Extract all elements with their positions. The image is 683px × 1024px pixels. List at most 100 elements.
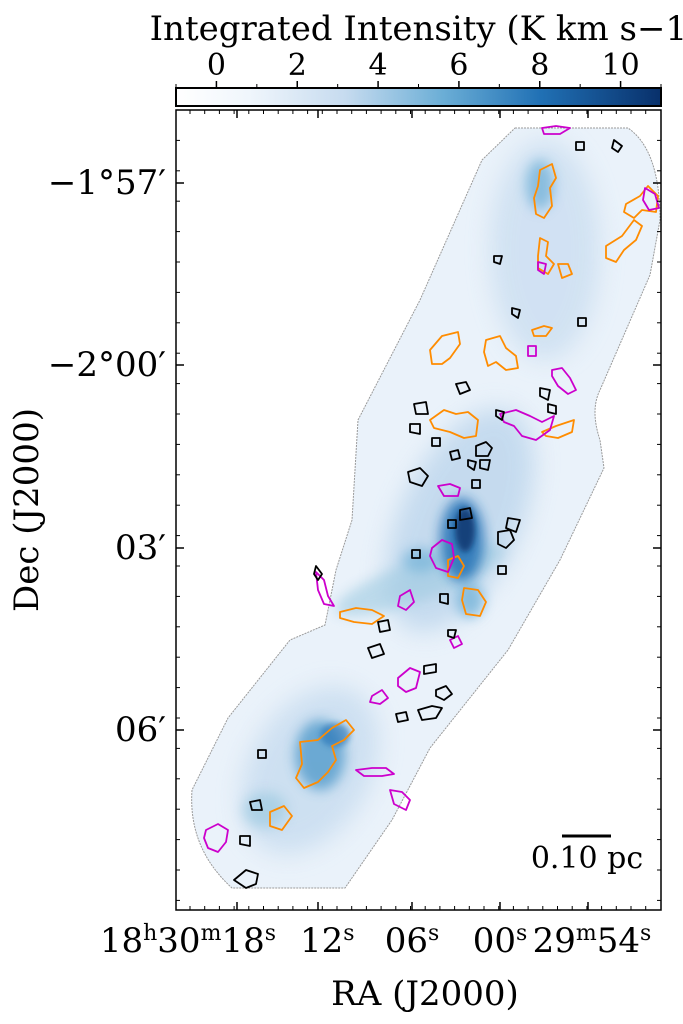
- contour: [495, 409, 505, 421]
- emission-clump-5: [402, 548, 438, 572]
- x-tick-label: 29m54s: [533, 921, 652, 961]
- contour: [557, 263, 573, 279]
- contour: [642, 187, 660, 211]
- contour: [527, 345, 537, 357]
- contour: [511, 307, 521, 319]
- contour: [459, 507, 473, 521]
- x-tick-label: 06s: [385, 921, 440, 961]
- y-tick-label: 06′: [115, 710, 166, 750]
- contour: [461, 587, 487, 617]
- colorbar-label: Integrated Intensity (K km s−1): [150, 9, 683, 49]
- contour: [475, 441, 493, 457]
- emission-clump-4: [456, 582, 484, 618]
- contour: [531, 325, 553, 337]
- contour: [455, 381, 471, 395]
- contour: [397, 667, 421, 693]
- contour: [493, 255, 503, 265]
- contour: [539, 387, 551, 401]
- contour: [537, 261, 547, 275]
- contour: [423, 663, 437, 675]
- contour: [479, 459, 491, 471]
- contours-orange: [269, 163, 659, 831]
- contour: [577, 317, 587, 327]
- contour: [417, 705, 443, 721]
- contour: [413, 401, 429, 415]
- contour: [257, 749, 267, 759]
- contour: [449, 635, 463, 649]
- contour: [541, 419, 575, 439]
- contour: [203, 823, 229, 853]
- plot-area: 0.10 pc: [175, 109, 662, 911]
- x-tick-label: 18h30m18s: [100, 921, 276, 961]
- colorbar-tick-label: 4: [369, 48, 388, 83]
- emission-clump-6: [243, 792, 287, 828]
- contour: [471, 479, 481, 489]
- contour: [449, 449, 461, 461]
- x-axis-label: RA (J2000): [331, 974, 519, 1014]
- contour: [431, 437, 441, 447]
- y-tick-label: −2°00′: [48, 345, 166, 385]
- contour: [551, 367, 577, 395]
- colorbar-tick-label: 6: [449, 48, 468, 83]
- contour: [505, 517, 521, 533]
- contour: [537, 237, 555, 275]
- scalebar-label: 0.10 pc: [531, 841, 643, 876]
- colorbar-tick-label: 8: [530, 48, 549, 83]
- contour: [269, 805, 293, 831]
- y-tick-labels: −1°57′ −2°00′ 03′ 06′: [48, 163, 166, 750]
- emission-clump-1: [526, 160, 554, 210]
- contour: [397, 589, 415, 611]
- axis-ticks: [176, 109, 661, 910]
- contour: [623, 185, 659, 219]
- contour: [605, 219, 643, 263]
- contour: [439, 593, 449, 605]
- contour: [435, 685, 453, 701]
- contour: [233, 869, 259, 889]
- contour: [407, 467, 429, 487]
- contour: [295, 719, 355, 789]
- contour: [429, 409, 479, 439]
- contour: [575, 141, 585, 151]
- contour: [369, 689, 389, 705]
- contour: [499, 409, 555, 441]
- contour: [483, 335, 519, 371]
- y-tick-label: 03′: [115, 528, 166, 568]
- emission-ridge-north: [490, 140, 600, 360]
- contour: [249, 799, 263, 811]
- contour: [447, 629, 457, 639]
- contour: [547, 403, 557, 415]
- contour: [467, 459, 477, 471]
- contour: [313, 565, 323, 581]
- intensity-map: [191, 127, 661, 889]
- contour: [533, 163, 557, 219]
- colorbar-tick-label: 0: [207, 48, 226, 83]
- x-tick-label: 00s: [473, 921, 528, 961]
- x-tick-labels: 18h30m18s 12s 06s 00s 29m54s: [100, 921, 651, 961]
- contour: [377, 619, 391, 633]
- contour: [239, 835, 251, 847]
- colorbar-gradient: [175, 87, 662, 107]
- contours-magenta: [203, 125, 660, 853]
- colorbar-ticks: 0 2 4 6 8 10: [175, 48, 662, 88]
- contour: [447, 519, 457, 529]
- emission-structure: [241, 140, 600, 854]
- y-tick-label: −1°57′: [48, 163, 166, 203]
- contour: [497, 529, 515, 549]
- contour: [395, 711, 409, 723]
- y-axis-label: Dec (J2000): [7, 408, 47, 612]
- contour: [497, 565, 507, 575]
- contour: [315, 571, 335, 607]
- x-tick-label: 12s: [300, 921, 355, 961]
- contours-black: [233, 139, 623, 889]
- contour: [611, 139, 623, 153]
- contours: [203, 125, 660, 889]
- colorbar-tick-label: 2: [288, 48, 307, 83]
- plot-frame: [175, 109, 662, 911]
- colorbar-tick-label: 10: [601, 48, 639, 83]
- contour: [409, 423, 421, 435]
- contour: [389, 789, 411, 811]
- contour: [447, 555, 465, 579]
- contour: [541, 125, 571, 135]
- contour: [429, 331, 461, 365]
- contour: [429, 539, 455, 573]
